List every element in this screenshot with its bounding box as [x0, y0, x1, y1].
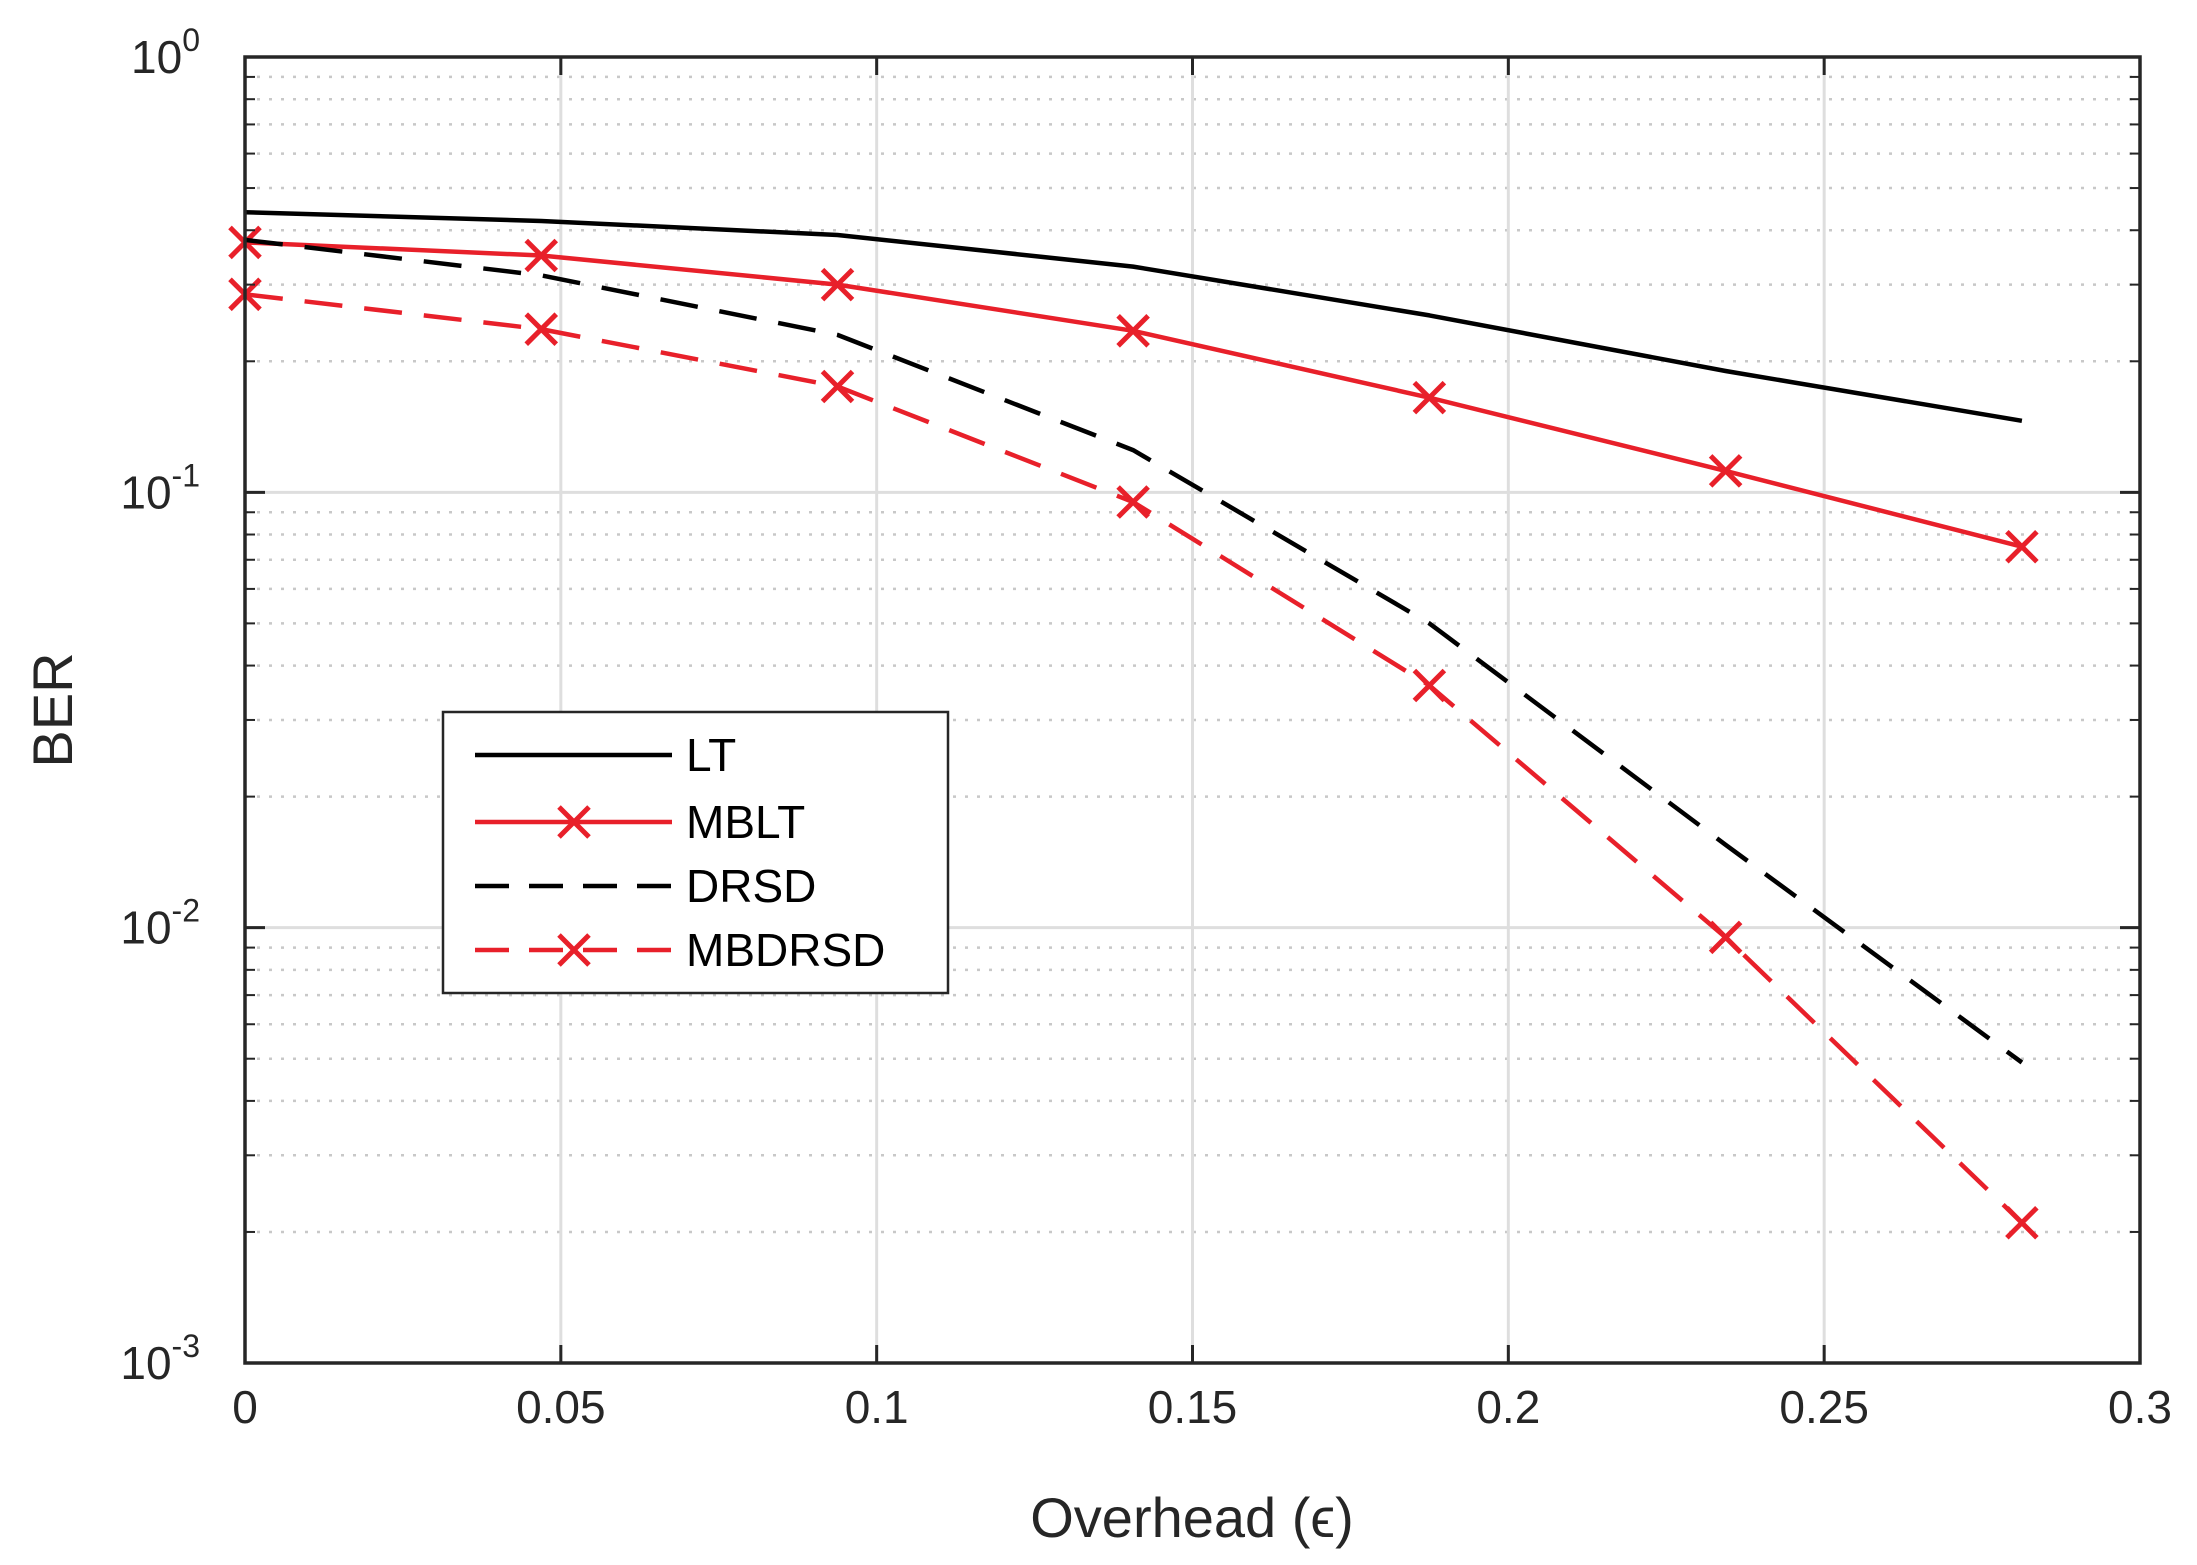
marker-stroke	[1412, 380, 1447, 415]
x-tick-label: 0.3	[2108, 1381, 2172, 1433]
legend-label-mblt: MBLT	[686, 796, 805, 848]
y-tick-label: 10-2	[120, 893, 200, 954]
marker-stroke	[557, 805, 591, 839]
x-tick-label: 0.25	[1779, 1381, 1869, 1433]
marker-stroke	[524, 312, 559, 346]
marker-stroke	[1708, 920, 1743, 955]
legend-label-lt: LT	[686, 729, 736, 781]
x-tick-label: 0.05	[516, 1381, 606, 1433]
data-point-mbdrsd	[2005, 1205, 2039, 1240]
x-tick-label: 0.15	[1148, 1381, 1238, 1433]
legend-item-mblt: MBLT	[475, 796, 805, 848]
marker-stroke	[820, 267, 855, 302]
y-tick-labels: 10-3 10-2 10-1 100	[120, 22, 200, 1389]
data-point-mbdrsd	[1412, 668, 1447, 703]
data-point-mblt	[1412, 380, 1447, 415]
marker-stroke	[1116, 485, 1150, 519]
data-point-mblt	[1116, 314, 1150, 348]
legend-items: LT MBLT DRSD MBDRSD	[475, 729, 885, 976]
marker-stroke	[2005, 529, 2039, 564]
series-lt	[244, 209, 2023, 424]
legend-item-drsd: DRSD	[475, 860, 816, 912]
legend-item-mbdrsd: MBDRSD	[475, 924, 885, 976]
marker-stroke	[557, 933, 591, 967]
marker-stroke	[820, 369, 855, 404]
data-point-mbdrsd	[1708, 920, 1743, 955]
data-point-mblt	[820, 267, 855, 302]
data-point-mbdrsd	[820, 369, 855, 404]
marker-stroke	[524, 238, 559, 273]
legend: LT MBLT DRSD MBDRSD	[441, 710, 950, 995]
y-tick-label: 10-3	[120, 1328, 200, 1389]
y-axis-label: BER	[21, 652, 84, 767]
marker-stroke	[1708, 454, 1743, 488]
legend-label-mbdrsd: MBDRSD	[686, 924, 885, 976]
x-axis-label: Overhead (ϵ)	[1030, 1486, 1354, 1549]
marker-stroke	[1412, 668, 1447, 703]
legend-item-lt: LT	[475, 729, 736, 781]
y-tick-label: 10-1	[120, 457, 200, 518]
x-tick-label: 0.1	[845, 1381, 909, 1433]
data-point-mbdrsd	[1116, 485, 1150, 519]
legend-box	[441, 710, 950, 995]
x-tick-label: 0	[232, 1381, 258, 1433]
x-tick-labels: 0 0.05 0.1 0.15 0.2 0.25 0.3	[232, 1381, 2172, 1433]
legend-label-drsd: DRSD	[686, 860, 816, 912]
legend-marker-mblt	[557, 805, 591, 839]
marker-stroke	[2005, 1205, 2039, 1240]
series-drsd	[244, 237, 2024, 1065]
series-line-drsd	[244, 237, 2024, 1065]
series-line-lt	[244, 209, 2023, 424]
data-point-mblt	[524, 238, 559, 273]
tick-layer	[243, 55, 2142, 1365]
series-layer	[228, 209, 2039, 1240]
y-tick-label: 100	[131, 22, 200, 83]
marker-stroke	[1116, 314, 1150, 348]
x-tick-label: 0.2	[1476, 1381, 1540, 1433]
data-point-mblt	[2005, 529, 2039, 564]
series-mblt	[228, 225, 2039, 564]
legend-marker-mbdrsd	[557, 933, 591, 967]
data-point-mbdrsd	[524, 312, 559, 346]
data-point-mblt	[1708, 454, 1743, 488]
